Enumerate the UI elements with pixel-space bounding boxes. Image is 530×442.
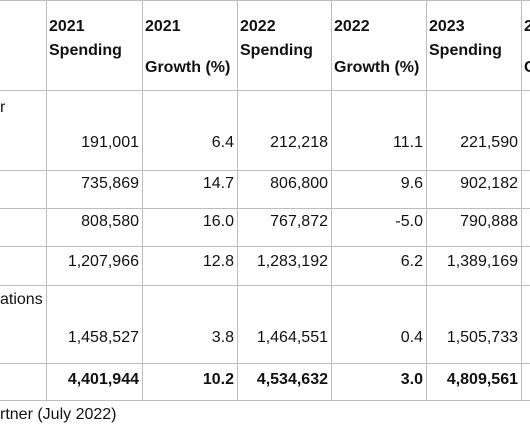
rule [0,285,530,286]
column-year: 2 [524,18,530,35]
cell: 0.4 [400,329,423,346]
cell: 1,283,192 [256,253,328,270]
cell: 1,389,169 [446,253,518,270]
cell: 806,800 [270,175,328,192]
rule [0,363,530,364]
cell: 735,869 [81,175,139,192]
cell: 1,464,551 [256,329,328,346]
rule [46,0,47,400]
column-label: Growth (%) [145,59,231,76]
cell: 6.4 [211,134,234,151]
cell: 6.2 [400,253,423,270]
column-label: G [524,58,530,78]
rule [142,0,143,400]
column-year: 2021 [49,18,85,35]
cell: 3.8 [211,329,234,346]
rule [331,0,332,400]
column-year: 2021 [145,18,181,35]
column-label: Spending [429,42,502,59]
cell: 191,001 [81,134,139,151]
cell: 1,458,527 [67,329,139,346]
rule [0,246,530,247]
cell: 790,888 [460,213,518,230]
row-label: ations [0,291,43,308]
cell: 808,580 [81,213,139,230]
rule [0,170,530,171]
column-year: 2023 [429,18,465,35]
cell: 212,218 [270,134,328,151]
cell: -5.0 [395,213,423,230]
column-label: Spending [240,42,313,59]
cell: 767,872 [270,213,328,230]
rule [0,0,530,1]
cell: 14.7 [202,175,234,192]
column-year: 2022 [334,18,370,35]
cell: 902,182 [460,175,518,192]
cell: 9.6 [400,175,423,192]
cell: 1,505,733 [446,329,518,346]
cell: 3.0 [400,371,423,388]
cell: 4,809,561 [446,371,518,388]
rule [0,90,530,91]
cell: 4,401,944 [67,371,139,388]
cell: 11.1 [393,134,423,151]
cell: 1,207,966 [67,253,139,270]
cell: 10.2 [202,371,234,388]
rule [0,208,530,209]
row-label: r [0,99,6,116]
rule [237,0,238,400]
column-year: 2022 [240,18,276,35]
rule [0,400,530,401]
rule [426,0,427,400]
cell: 16.0 [202,213,234,230]
cell: 221,590 [460,134,518,151]
cell: 4,534,632 [256,371,328,388]
column-label: Growth (%) [334,59,420,76]
source-note: rtner (July 2022) [0,406,117,423]
rule [521,0,522,400]
column-label: Spending [49,42,122,59]
cell: 12.8 [202,253,234,270]
